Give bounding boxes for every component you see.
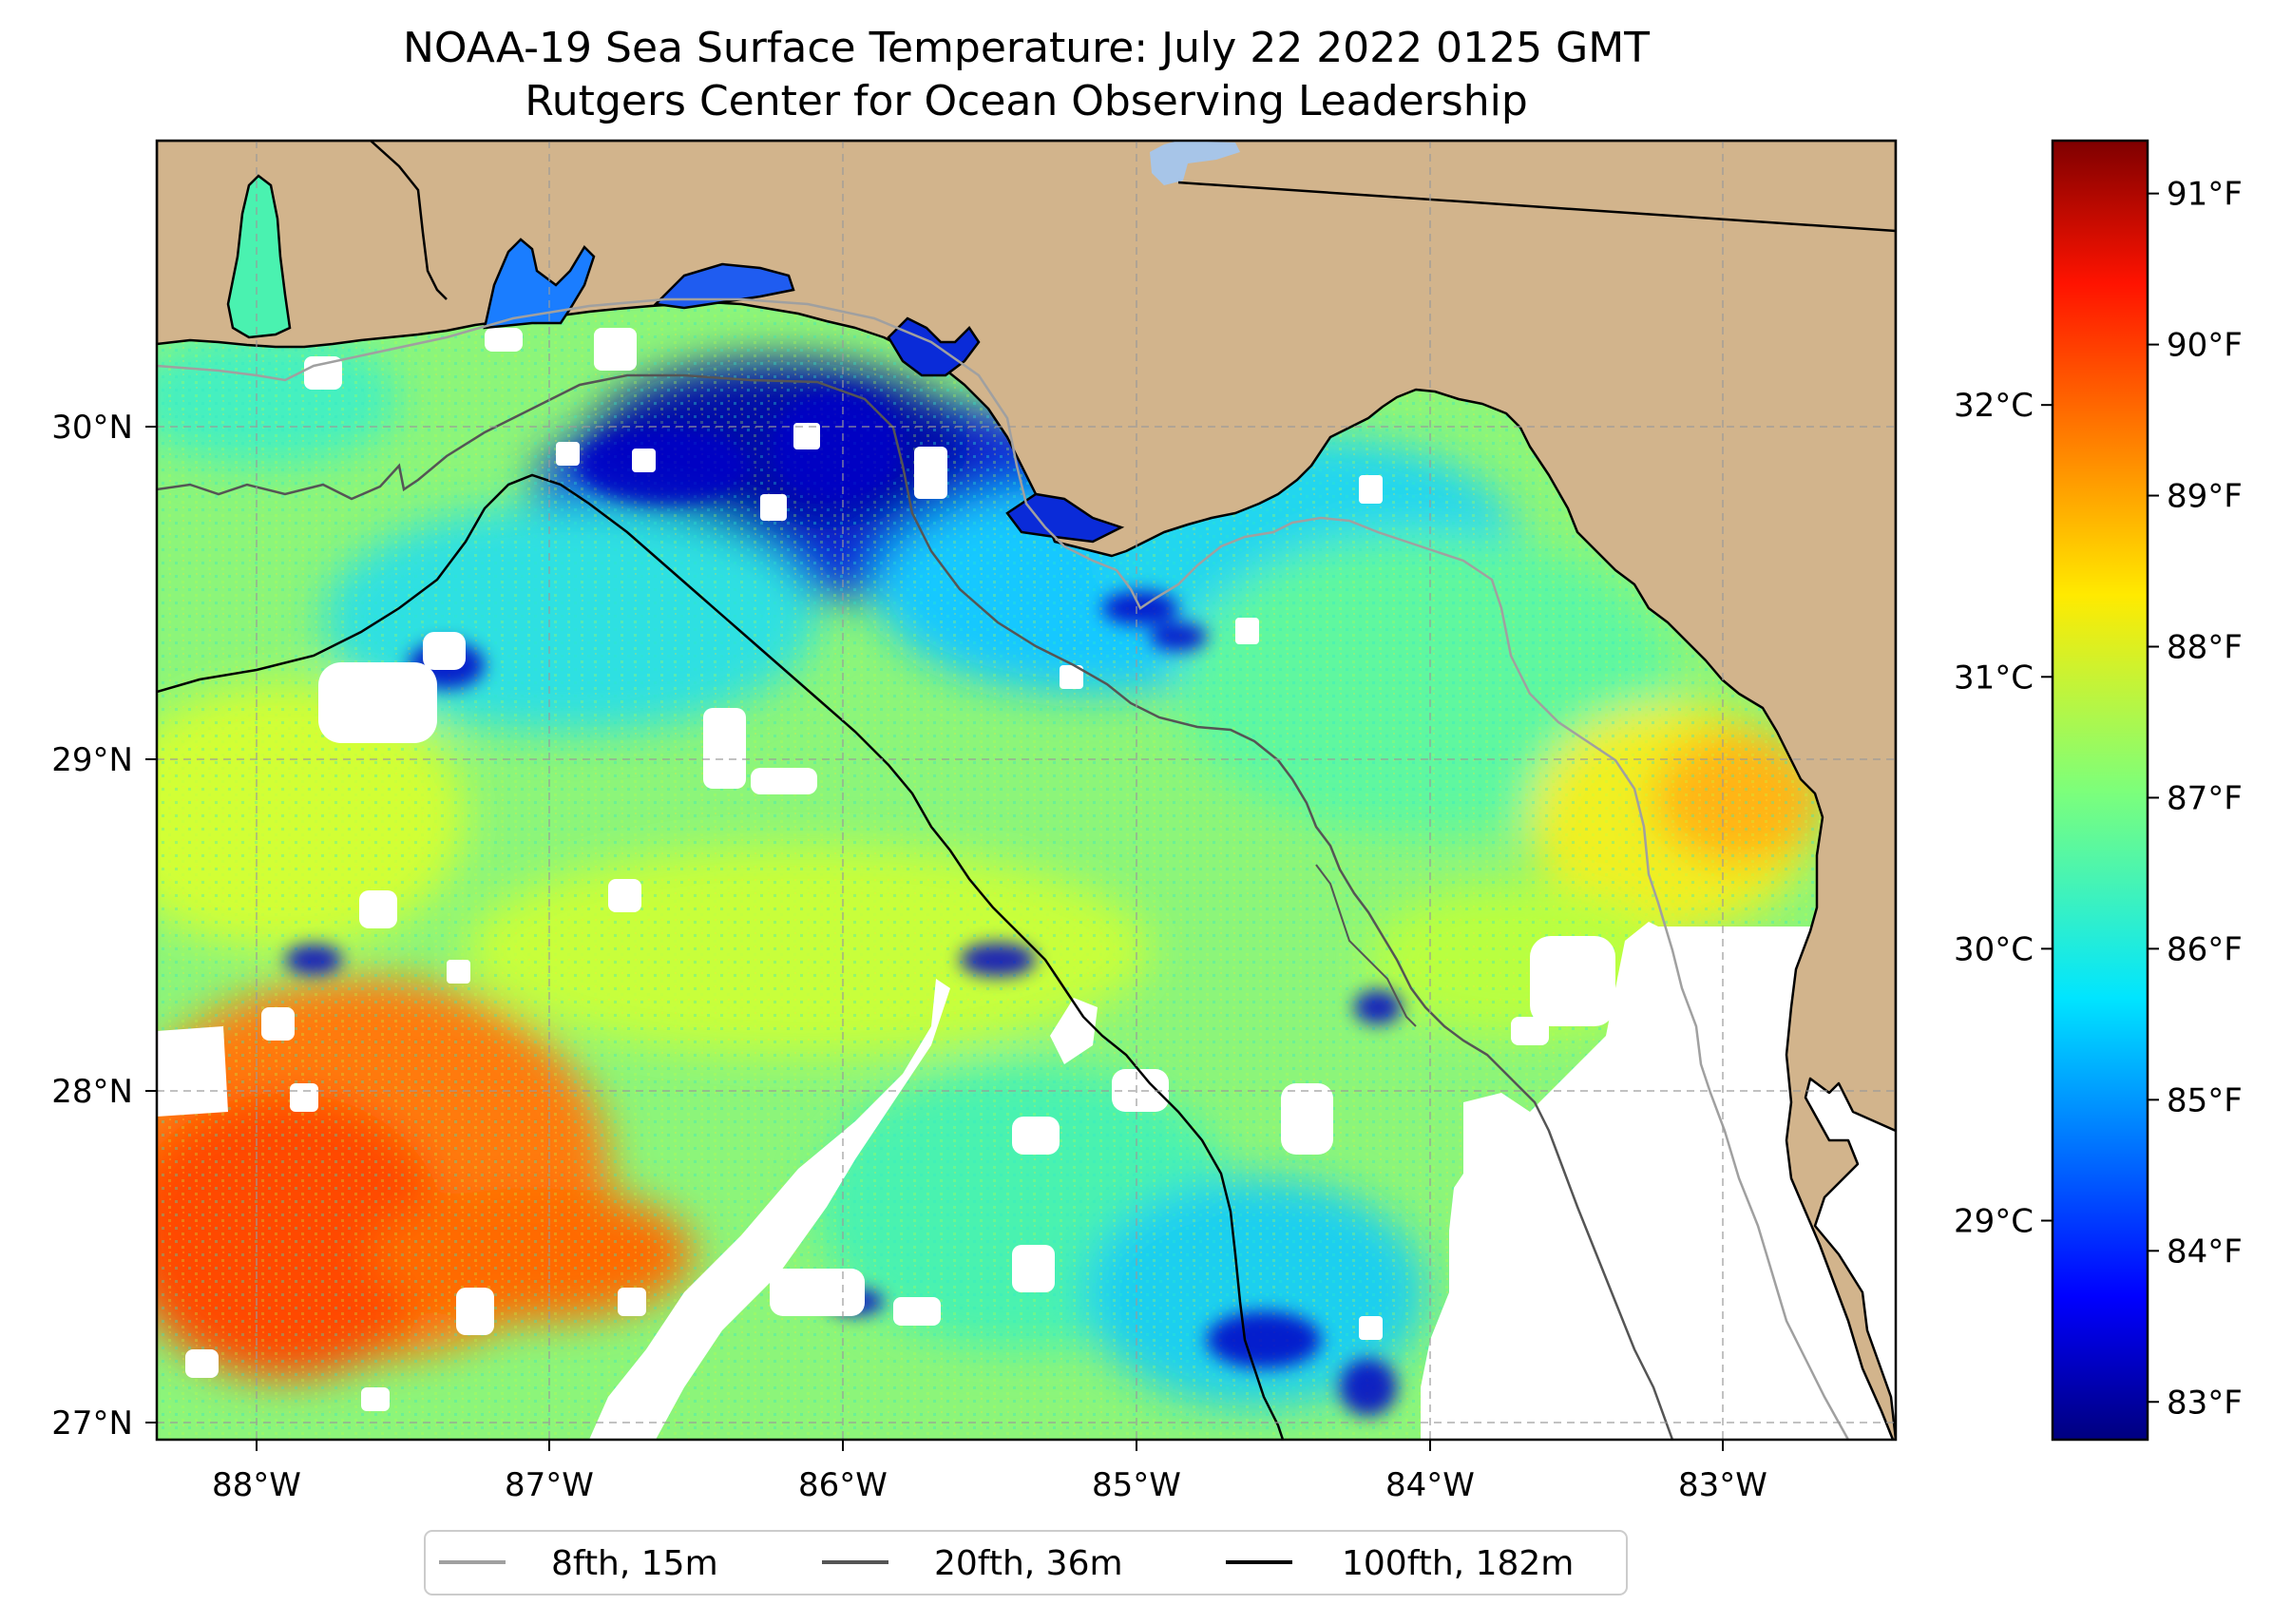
state-boundary (1177, 181, 1896, 233)
contour-20fth-canyon (1315, 864, 1417, 1027)
map-gridlines (157, 141, 1896, 1440)
colorbar-c-tick-label: 32°C (1954, 387, 2034, 425)
y-tick-label: 30°N (51, 409, 133, 447)
chart-subtitle: Rutgers Center for Ocean Observing Leade… (525, 77, 1528, 125)
colorbar-c-tick-label: 30°C (1954, 930, 2034, 968)
x-tick-labels: 88°W 87°W 86°W 85°W 84°W 83°W (212, 1466, 1767, 1504)
x-tick-label: 83°W (1678, 1466, 1767, 1504)
x-tick-label: 87°W (505, 1466, 594, 1504)
chart-title: NOAA-19 Sea Surface Temperature: July 22… (403, 24, 1650, 72)
pensacola-bay (483, 238, 596, 330)
colorbar-f-tick-label: 91°F (2167, 176, 2243, 214)
colorbar-f-tick-label: 85°F (2167, 1081, 2243, 1119)
y-tick-label: 27°N (51, 1404, 133, 1442)
choctawhatchee-bay (653, 262, 795, 310)
colorbar: 83°F 84°F 85°F 86°F 87°F 88°F 89°F 90°F 91°F 29°… (1954, 139, 2243, 1442)
y-axis (145, 426, 157, 1423)
map-frame (155, 139, 1898, 1442)
x-tick-label: 86°W (798, 1466, 888, 1504)
colorbar-f-tick-label: 87°F (2167, 779, 2243, 817)
contour-100fth (157, 473, 1285, 1440)
colorbar-gradient (2051, 139, 2149, 1442)
colorbar-c-tick-label: 29°C (1954, 1203, 2034, 1241)
y-tick-label: 28°N (51, 1073, 133, 1111)
legend-label-20fth: 20fth, 36m (934, 1544, 1123, 1583)
x-axis (256, 1440, 1724, 1451)
legend-label-8fth: 8fth, 15m (551, 1544, 718, 1583)
colorbar-f-tick-label: 86°F (2167, 930, 2243, 968)
depth-legend: 8fth, 15m 20fth, 36m 100fth, 182m (424, 1530, 1628, 1595)
contour-20fth (157, 373, 1674, 1440)
contour-8fth (157, 297, 1850, 1440)
legend-label-100fth: 100fth, 182m (1342, 1544, 1574, 1583)
map-panel (157, 141, 1896, 1440)
colorbar-fahrenheit-ticks: 83°F 84°F 85°F 86°F 87°F 88°F 89°F 90°F 91°F (2148, 176, 2243, 1422)
y-tick-label: 29°N (51, 741, 133, 779)
colorbar-f-tick-label: 88°F (2167, 628, 2243, 666)
lake-seminole (1150, 141, 1240, 185)
x-tick-label: 85°W (1092, 1466, 1181, 1504)
colorbar-celsius-ticks: 29°C 30°C 31°C 32°C (1954, 387, 2053, 1241)
mobile-bay (226, 174, 292, 339)
colorbar-f-tick-label: 90°F (2167, 327, 2243, 365)
legend-box (424, 1530, 1628, 1595)
x-tick-label: 88°W (212, 1466, 301, 1504)
colorbar-c-tick-label: 31°C (1954, 659, 2034, 697)
colorbar-f-tick-label: 89°F (2167, 478, 2243, 516)
al-fl-boundary (370, 141, 448, 300)
x-tick-label: 84°W (1385, 1466, 1475, 1504)
colorbar-f-tick-label: 84°F (2167, 1232, 2243, 1271)
colorbar-f-tick-label: 83°F (2167, 1384, 2243, 1422)
y-tick-labels: 27°N 28°N 29°N 30°N (51, 409, 133, 1442)
apalachicola-bay (1005, 492, 1125, 544)
